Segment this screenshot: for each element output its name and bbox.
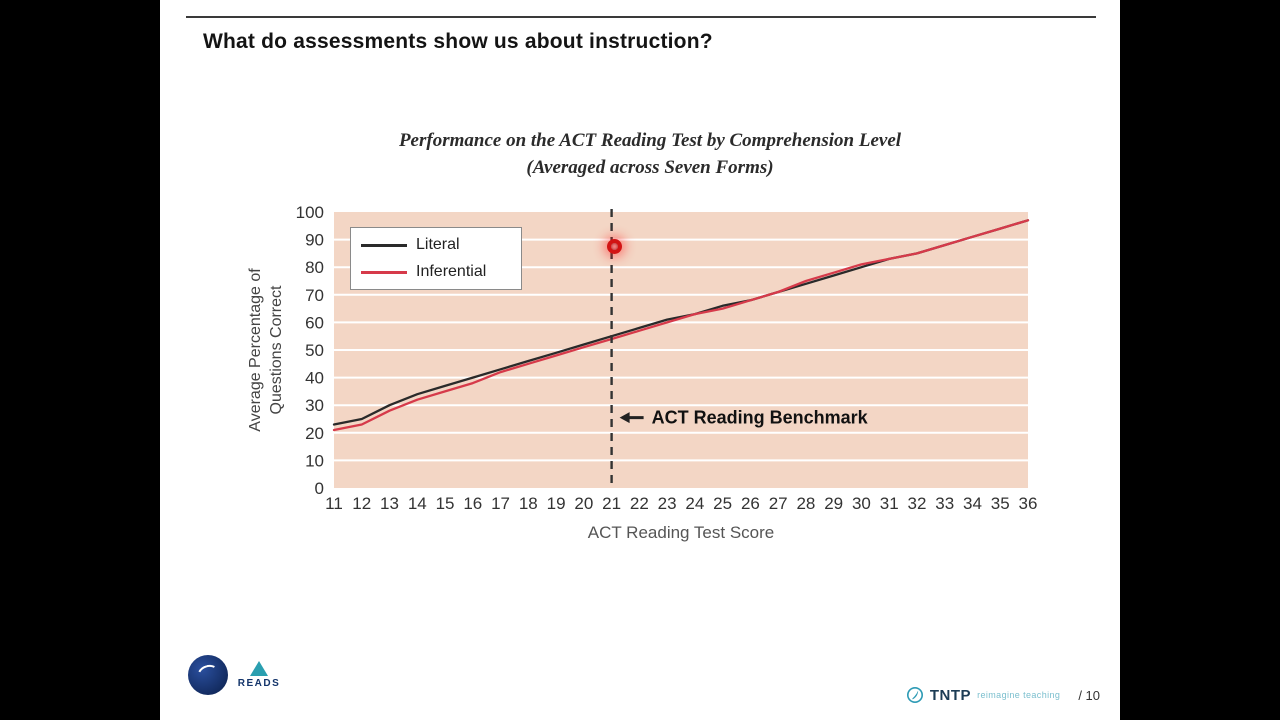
svg-text:70: 70 (305, 286, 324, 305)
svg-text:20: 20 (305, 424, 324, 443)
legend-label-inferential: Inferential (416, 263, 487, 280)
svg-text:Average Percentage of: Average Percentage of (247, 268, 264, 432)
svg-text:29: 29 (824, 494, 843, 513)
chart-legend: Literal Inferential (350, 227, 522, 290)
footer-logos: READS (188, 655, 282, 695)
svg-text:10: 10 (305, 451, 324, 470)
svg-text:30: 30 (305, 396, 324, 415)
svg-text:100: 100 (296, 203, 324, 222)
letterbox-left (0, 0, 160, 720)
svg-text:13: 13 (380, 494, 399, 513)
svg-text:22: 22 (630, 494, 649, 513)
page-indicator: / 10 (1078, 687, 1100, 703)
svg-text:32: 32 (907, 494, 926, 513)
inferential-line-sample (361, 270, 407, 274)
svg-text:24: 24 (685, 494, 704, 513)
chart-title-line2: (Averaged across Seven Forms) (526, 157, 774, 178)
svg-text:90: 90 (305, 231, 324, 250)
svg-text:ACT Reading Test Score: ACT Reading Test Score (588, 523, 774, 542)
svg-text:11: 11 (325, 494, 343, 513)
svg-text:26: 26 (741, 494, 760, 513)
reads-logo: READS (236, 661, 282, 689)
literal-line-sample (361, 243, 407, 247)
legend-label-literal: Literal (416, 236, 460, 253)
chart-title: Performance on the ACT Reading Test by C… (220, 127, 1080, 181)
laser-pointer-dot (607, 239, 622, 254)
slide: What do assessments show us about instru… (160, 0, 1120, 720)
svg-text:33: 33 (935, 494, 954, 513)
svg-text:15: 15 (436, 494, 455, 513)
svg-text:14: 14 (408, 494, 427, 513)
svg-text:31: 31 (880, 494, 899, 513)
svg-text:17: 17 (491, 494, 510, 513)
footer-branding: TNTP reimagine teaching / 10 (906, 686, 1100, 704)
svg-text:ACT Reading Benchmark: ACT Reading Benchmark (652, 408, 869, 428)
svg-text:60: 60 (305, 313, 324, 332)
svg-text:40: 40 (305, 369, 324, 388)
svg-text:0: 0 (315, 479, 324, 498)
svg-text:19: 19 (547, 494, 566, 513)
svg-text:Questions Correct: Questions Correct (268, 285, 285, 414)
letterbox-right (1120, 0, 1280, 720)
tntp-logo-icon (906, 686, 923, 704)
title-rule (186, 16, 1096, 18)
act-performance-chart: 0 10 20 30 40 50 60 70 80 90 100 11 12 13 14 15 16 17 18 19… (247, 203, 1038, 542)
svg-text:36: 36 (1019, 494, 1038, 513)
svg-text:16: 16 (463, 494, 482, 513)
svg-text:30: 30 (852, 494, 871, 513)
reads-logo-label: READS (237, 678, 281, 689)
svg-text:20: 20 (574, 494, 593, 513)
tntp-tagline: reimagine teaching (977, 690, 1061, 700)
svg-text:21: 21 (602, 494, 621, 513)
svg-text:35: 35 (991, 494, 1010, 513)
svg-text:12: 12 (352, 494, 371, 513)
svg-text:27: 27 (769, 494, 788, 513)
legend-item-literal: Literal (361, 236, 511, 254)
svg-text:34: 34 (963, 494, 982, 513)
chart-title-line1: Performance on the ACT Reading Test by C… (398, 130, 902, 151)
tntp-logo-text: TNTP (929, 686, 972, 704)
svg-text:28: 28 (796, 494, 815, 513)
legend-item-inferential: Inferential (361, 263, 511, 281)
svg-text:50: 50 (305, 341, 324, 360)
slide-title: What do assessments show us about instru… (203, 30, 713, 53)
reads-logo-mark (250, 661, 268, 676)
svg-text:23: 23 (658, 494, 677, 513)
svg-text:25: 25 (713, 494, 732, 513)
svg-text:18: 18 (519, 494, 538, 513)
svg-text:80: 80 (305, 258, 324, 277)
noaa-logo (188, 655, 228, 695)
